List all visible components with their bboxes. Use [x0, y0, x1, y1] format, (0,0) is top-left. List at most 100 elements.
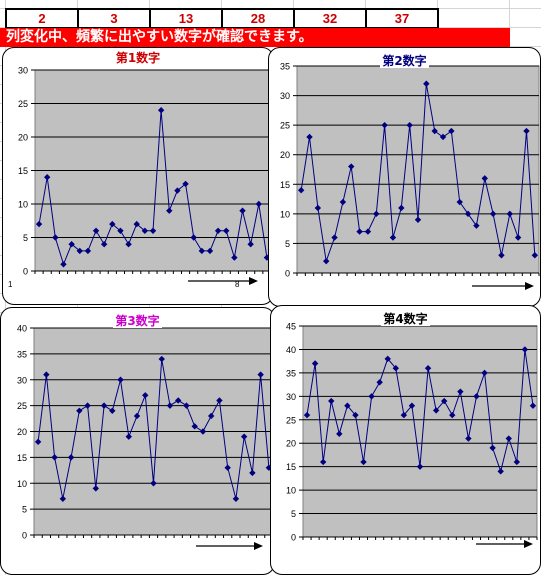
- data-point: [441, 397, 448, 405]
- y-tick-label: 20: [18, 133, 28, 143]
- chart-panel-4[interactable]: 0 5 10 15 20 25 30 35 40 45 第4数字: [270, 305, 541, 575]
- chart-2-svg: 0 5 10 15 20 25 30 35: [280, 62, 540, 290]
- data-point: [60, 261, 67, 268]
- chart-panel-1[interactable]: 0 5 10 15 20 25 30 1 8 第1数字: [2, 47, 274, 305]
- y-tick-label: 35: [286, 368, 296, 378]
- data-point: [157, 107, 165, 114]
- data-point: [392, 365, 399, 372]
- data-point: [297, 187, 305, 194]
- chart-1-title-wrap: 第1数字: [3, 51, 273, 65]
- chart-title: 第3数字: [113, 314, 162, 328]
- data-point: [149, 227, 157, 234]
- number-cell[interactable]: 3: [79, 10, 151, 27]
- data-point: [506, 210, 513, 218]
- y-tick-label: 5: [285, 239, 290, 249]
- y-tick-label: 20: [286, 439, 296, 449]
- data-point: [76, 407, 83, 414]
- data-point: [456, 198, 463, 206]
- data-point: [92, 227, 100, 234]
- data-point: [125, 241, 132, 248]
- data-point: [414, 216, 422, 223]
- chart-title: 第1数字: [113, 51, 163, 65]
- data-point: [166, 402, 174, 409]
- arrow-head-icon: [524, 540, 533, 548]
- header-number-row: 2 3 13 28 32 37: [5, 8, 439, 29]
- chart-2-title-wrap: 第2数字: [269, 54, 540, 68]
- data-point: [457, 388, 464, 395]
- number-cell[interactable]: 32: [295, 10, 367, 27]
- chart-panel-3[interactable]: 0 5 10 15 20 25 30 35 40 第3数字: [0, 307, 275, 575]
- data-point: [109, 407, 116, 414]
- chart-title: 第2数字: [380, 54, 429, 68]
- data-point: [133, 412, 141, 420]
- data-point: [68, 241, 75, 248]
- data-point: [150, 480, 157, 487]
- y-tick-label: 25: [17, 401, 27, 411]
- data-point: [125, 433, 132, 440]
- data-point: [84, 402, 91, 409]
- data-point: [481, 175, 488, 182]
- data-point: [76, 247, 83, 255]
- y-tick-label: 5: [23, 233, 28, 243]
- data-point: [400, 411, 408, 419]
- data-point: [328, 397, 335, 405]
- y-tick-label: 5: [291, 509, 296, 519]
- chart-panel-2[interactable]: 0 5 10 15 20 25 30 35 第2数字: [268, 47, 541, 307]
- arrow-head-icon: [249, 277, 258, 285]
- data-point: [514, 234, 522, 241]
- y-tick-label: 45: [286, 322, 296, 332]
- data-point: [166, 207, 173, 214]
- data-point: [51, 454, 58, 461]
- number-cell[interactable]: 13: [151, 10, 223, 27]
- y-tick-label: 25: [18, 99, 28, 109]
- data-point: [381, 121, 388, 129]
- data-point: [207, 412, 215, 420]
- number-cell[interactable]: 28: [223, 10, 295, 27]
- data-point: [223, 227, 230, 234]
- y-tick-label: 0: [23, 267, 28, 277]
- data-point: [224, 464, 231, 471]
- data-point: [497, 468, 504, 475]
- data-point: [174, 187, 181, 194]
- chart-title: 第4数字: [381, 312, 430, 326]
- number-cell[interactable]: 37: [367, 10, 439, 27]
- data-point: [368, 393, 375, 400]
- y-tick-label: 30: [17, 375, 27, 385]
- plot-area: [302, 325, 538, 538]
- y-tick-label: 0: [285, 269, 290, 279]
- y-tick-label: 25: [280, 121, 290, 131]
- plot-area: [296, 65, 540, 274]
- data-point: [249, 469, 256, 477]
- y-tick-label: 10: [18, 200, 28, 210]
- data-point: [416, 463, 424, 470]
- y-tick-label: 25: [286, 415, 296, 425]
- number-cell[interactable]: 2: [7, 10, 79, 27]
- data-point: [190, 234, 197, 241]
- data-point: [389, 234, 397, 241]
- y-tick-label: 10: [280, 209, 290, 219]
- data-point: [92, 485, 100, 492]
- chart-1-svg: 0 5 10 15 20 25 30 1 8: [8, 66, 272, 289]
- data-point: [505, 435, 512, 442]
- data-point: [35, 220, 43, 228]
- data-point: [344, 402, 351, 409]
- data-point: [448, 127, 455, 135]
- data-point: [117, 227, 124, 234]
- data-point: [109, 220, 116, 228]
- data-point: [339, 198, 347, 206]
- y-tick-label: 5: [22, 505, 27, 515]
- y-tick-label: 30: [18, 66, 28, 76]
- data-point: [257, 371, 264, 378]
- info-banner: 列変化中、頻繁に出やすい数字が確認できます。: [0, 28, 510, 47]
- y-tick-label: 35: [17, 349, 27, 359]
- data-point: [141, 227, 149, 234]
- data-point: [336, 430, 343, 438]
- x-tick-label: 8: [235, 280, 240, 289]
- data-point: [198, 247, 206, 255]
- data-point: [175, 397, 182, 404]
- data-point: [255, 200, 262, 208]
- data-point: [408, 402, 416, 409]
- data-point: [100, 402, 108, 409]
- data-point: [191, 423, 198, 430]
- y-tick-label: 10: [286, 486, 296, 496]
